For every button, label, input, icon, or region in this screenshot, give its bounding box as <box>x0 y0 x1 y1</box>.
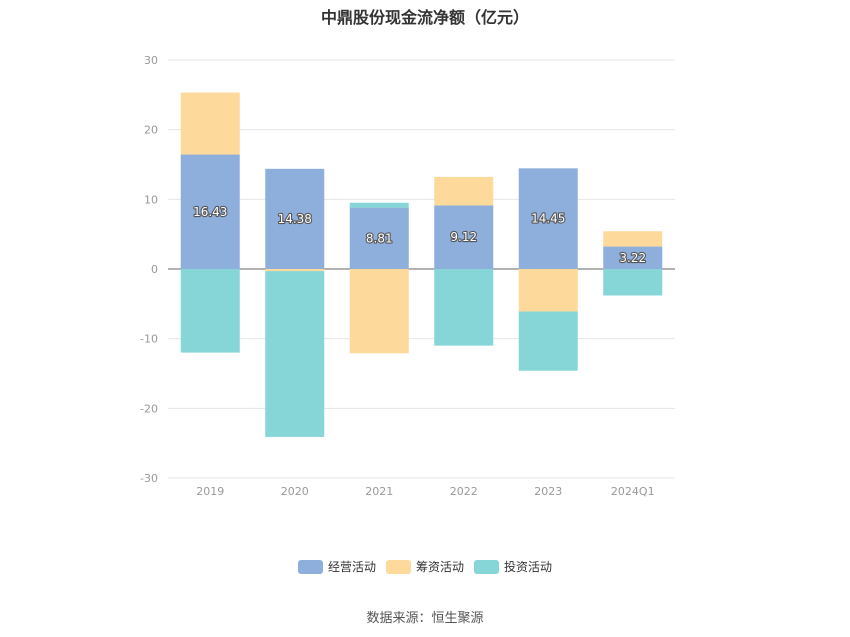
x-tick-label: 2019 <box>196 485 224 498</box>
y-tick-label: 20 <box>144 124 158 137</box>
bar-1[interactable] <box>265 168 325 269</box>
legend-label[interactable]: 筹资活动 <box>416 560 464 574</box>
bar-1[interactable] <box>518 168 578 269</box>
legend-label[interactable]: 经营活动 <box>328 560 376 574</box>
bar-2[interactable] <box>603 231 663 247</box>
bar-3[interactable] <box>180 269 240 353</box>
legend-label[interactable]: 投资活动 <box>504 559 552 574</box>
data-label: 9.12 <box>450 230 477 244</box>
data-label: 14.38 <box>278 212 312 226</box>
y-tick-label: 10 <box>144 193 158 206</box>
bar-1[interactable] <box>434 205 494 269</box>
bar-2[interactable] <box>434 176 494 206</box>
x-tick-label: 2024Q1 <box>611 485 655 498</box>
legend-swatch[interactable] <box>298 560 323 574</box>
data-label: 3.22 <box>619 251 646 265</box>
chart-svg: 30 20 10 0 -10 -20 -30 16.43 2019 14.38 2020 8.81 20… <box>140 54 675 574</box>
bar-1[interactable] <box>603 246 663 269</box>
y-tick-label: 0 <box>151 263 158 276</box>
y-tick-label: 30 <box>144 54 158 67</box>
data-label: 8.81 <box>366 231 393 245</box>
bar-2[interactable] <box>518 269 578 312</box>
bar-1[interactable] <box>180 154 240 269</box>
x-tick-label: 2022 <box>450 485 478 498</box>
bar-2[interactable] <box>265 269 325 272</box>
data-label: 14.45 <box>531 212 565 226</box>
bar-3[interactable] <box>434 269 494 346</box>
legend-swatch[interactable] <box>386 560 411 574</box>
x-tick-label: 2020 <box>281 485 309 498</box>
x-tick-label: 2021 <box>365 485 393 498</box>
y-tick-label: -10 <box>140 333 158 346</box>
bar-2[interactable] <box>349 269 409 354</box>
bar-3[interactable] <box>265 271 325 437</box>
bar-3[interactable] <box>349 202 409 208</box>
data-label: 16.43 <box>193 205 227 219</box>
legend-swatch[interactable] <box>474 560 499 574</box>
bar-2[interactable] <box>180 92 240 155</box>
bar-3[interactable] <box>518 311 578 371</box>
y-tick-label: -30 <box>140 472 158 485</box>
source-note: 数据来源：恒生聚源 <box>366 611 484 626</box>
chart-title: 中鼎股份现金流净额（亿元） <box>320 8 529 27</box>
bar-1[interactable] <box>349 207 409 269</box>
bar-3[interactable] <box>603 269 663 296</box>
y-tick-label: -20 <box>140 402 158 415</box>
x-tick-label: 2023 <box>534 485 562 498</box>
